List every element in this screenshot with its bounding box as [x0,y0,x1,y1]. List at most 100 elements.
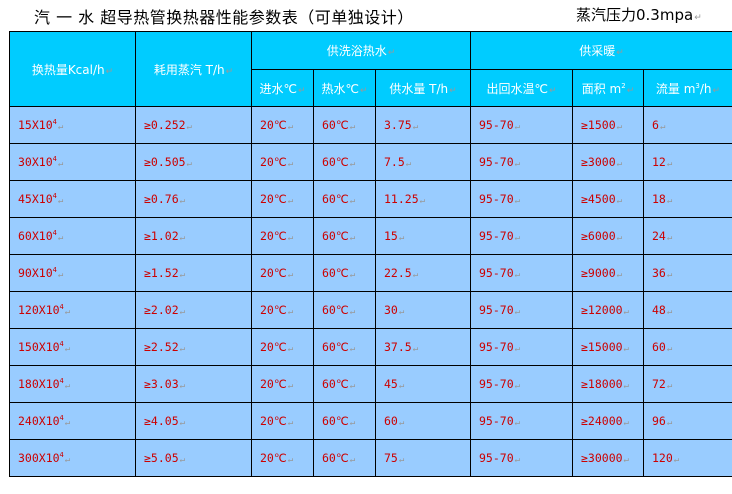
cell-ret: 95-70 [470,402,573,440]
cell-ret: 95-70 [470,106,573,144]
cell-hot: 60℃ [313,439,376,477]
cell-steam: ≥2.52 [135,328,252,366]
cell-hot: 60℃ [313,365,376,403]
cell-flow: 96 [643,402,732,440]
cell-inlet: 20℃ [251,439,314,477]
table-row: 15X104≥0.25220℃60℃3.7595-70≥15006 [9,106,732,144]
header-heat: 换热量Kcal/h [9,31,136,107]
header-return-temp: 出回水温℃ [470,69,573,107]
cell-hot: 60℃ [313,217,376,255]
cell-supply: 7.5 [375,143,471,181]
cell-inlet: 20℃ [251,217,314,255]
cell-heat: 180X104 [9,365,136,403]
cell-supply: 30 [375,291,471,329]
table-row: 180X104≥3.0320℃60℃4595-70≥1800072 [9,365,732,403]
cell-ret: 95-70 [470,217,573,255]
cell-inlet: 20℃ [251,402,314,440]
cell-area: ≥15000 [572,328,644,366]
cell-supply: 3.75 [375,106,471,144]
cell-area: ≥1500 [572,106,644,144]
table-row: 60X104≥1.0220℃60℃1595-70≥600024 [9,217,732,255]
cell-flow: 36 [643,254,732,292]
cell-steam: ≥4.05 [135,402,252,440]
cell-area: ≥24000 [572,402,644,440]
cell-supply: 45 [375,365,471,403]
cell-inlet: 20℃ [251,365,314,403]
header-steam: 耗用蒸汽 T/h [135,31,252,107]
table-row: 45X104≥0.7620℃60℃11.2595-70≥450018 [9,180,732,218]
cell-area: ≥12000 [572,291,644,329]
cell-area: ≥18000 [572,365,644,403]
cell-inlet: 20℃ [251,180,314,218]
cell-area: ≥3000 [572,143,644,181]
cell-area: ≥6000 [572,217,644,255]
table-row: 30X104≥0.50520℃60℃7.595-70≥300012 [9,143,732,181]
cell-area: ≥9000 [572,254,644,292]
cell-ret: 95-70 [470,439,573,477]
cell-supply: 37.5 [375,328,471,366]
cell-hot: 60℃ [313,402,376,440]
cell-inlet: 20℃ [251,291,314,329]
header-area: 面积 m2 [572,69,644,107]
header-bath-group: 供洗浴热水 [251,31,471,70]
cell-flow: 24 [643,217,732,255]
header-heating-group: 供采暖 [470,31,732,70]
cell-hot: 60℃ [313,180,376,218]
cell-ret: 95-70 [470,180,573,218]
cell-ret: 95-70 [470,365,573,403]
cell-flow: 120 [643,439,732,477]
cell-area: ≥30000 [572,439,644,477]
cell-inlet: 20℃ [251,328,314,366]
cell-area: ≥4500 [572,180,644,218]
cell-hot: 60℃ [313,106,376,144]
cell-heat: 90X104 [9,254,136,292]
header-supply: 供水量 T/h [375,69,471,107]
table-row: 300X104≥5.0520℃60℃7595-70≥30000120 [9,439,732,477]
cell-flow: 48 [643,291,732,329]
cell-heat: 30X104 [9,143,136,181]
cell-flow: 60 [643,328,732,366]
cell-hot: 60℃ [313,328,376,366]
cell-steam: ≥0.252 [135,106,252,144]
table-row: 120X104≥2.0220℃60℃3095-70≥1200048 [9,291,732,329]
cell-heat: 60X104 [9,217,136,255]
performance-table: 换热量Kcal/h 耗用蒸汽 T/h 供洗浴热水 供采暖 进水℃ 热水℃ 供水量… [9,31,732,477]
steam-pressure: 蒸汽压力0.3mpa [576,4,702,25]
cell-flow: 72 [643,365,732,403]
cell-steam: ≥0.505 [135,143,252,181]
cell-steam: ≥2.02 [135,291,252,329]
cell-steam: ≥1.52 [135,254,252,292]
cell-supply: 60 [375,402,471,440]
header-inlet: 进水℃ [251,69,314,107]
header-hot: 热水℃ [313,69,376,107]
cell-flow: 12 [643,143,732,181]
cell-steam: ≥3.03 [135,365,252,403]
header-flow: 流量 m3/h [643,69,732,107]
cell-ret: 95-70 [470,328,573,366]
cell-hot: 60℃ [313,291,376,329]
table-row: 150X104≥2.5220℃60℃37.595-70≥1500060 [9,328,732,366]
cell-steam: ≥1.02 [135,217,252,255]
cell-heat: 120X104 [9,291,136,329]
cell-inlet: 20℃ [251,254,314,292]
table-row: 240X104≥4.0520℃60℃6095-70≥2400096 [9,402,732,440]
cell-ret: 95-70 [470,254,573,292]
cell-supply: 11.25 [375,180,471,218]
cell-flow: 18 [643,180,732,218]
cell-hot: 60℃ [313,254,376,292]
cell-supply: 75 [375,439,471,477]
cell-supply: 22.5 [375,254,471,292]
cell-heat: 15X104 [9,106,136,144]
cell-steam: ≥5.05 [135,439,252,477]
cell-ret: 95-70 [470,291,573,329]
cell-inlet: 20℃ [251,143,314,181]
cell-inlet: 20℃ [251,106,314,144]
table-row: 90X104≥1.5220℃60℃22.595-70≥900036 [9,254,732,292]
cell-heat: 150X104 [9,328,136,366]
document-title: 汽 一 水 超导热管换热器性能参数表（可单独设计） [34,8,414,27]
cell-heat: 300X104 [9,439,136,477]
cell-steam: ≥0.76 [135,180,252,218]
cell-ret: 95-70 [470,143,573,181]
cell-hot: 60℃ [313,143,376,181]
cell-supply: 15 [375,217,471,255]
